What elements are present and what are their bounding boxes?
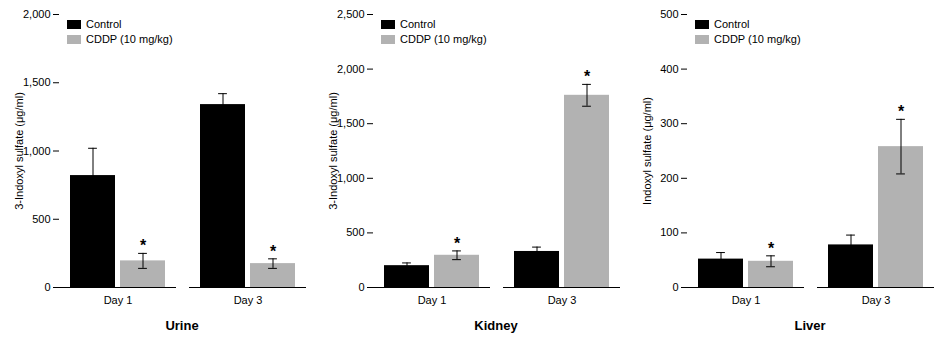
svg-text:0: 0: [358, 281, 364, 293]
svg-text:*: *: [768, 240, 775, 257]
svg-text:0: 0: [672, 281, 678, 293]
html-text:Control: Control: [714, 18, 750, 30]
svg-text:0: 0: [44, 281, 50, 293]
html-text:Control: Control: [400, 18, 436, 30]
svg-text:*: *: [270, 243, 277, 260]
svg-text:500: 500: [346, 226, 364, 238]
svg-text:Day 3: Day 3: [862, 294, 891, 306]
svg-text:Day 1: Day 1: [418, 294, 447, 306]
svg-text:Day 1: Day 1: [732, 294, 761, 306]
svg-text:Day 3: Day 3: [234, 294, 263, 306]
svg-text:1,500: 1,500: [23, 76, 51, 88]
html-text:CDDP (10 mg/kg): CDDP (10 mg/kg): [400, 33, 487, 45]
html-text:Kidney: Kidney: [474, 318, 518, 333]
html-text:Urine: Urine: [165, 318, 199, 333]
svg-text:400: 400: [660, 63, 678, 75]
svg-text:1,000: 1,000: [23, 145, 51, 157]
svg-text:100: 100: [660, 226, 678, 238]
html-text:Control: Control: [86, 18, 122, 30]
svg-text:*: *: [140, 237, 147, 254]
svg-text:3-Indoxyl sulfate (μg/ml): 3-Indoxyl sulfate (μg/ml): [13, 92, 25, 210]
svg-text:500: 500: [660, 8, 678, 20]
html-text:CDDP (10 mg/kg): CDDP (10 mg/kg): [714, 33, 801, 45]
svg-text:2,000: 2,000: [337, 63, 365, 75]
svg-text:Day 1: Day 1: [104, 294, 133, 306]
svg-text:3-Indoxyl sulfate (μg/ml): 3-Indoxyl sulfate (μg/ml): [327, 92, 339, 210]
svg-text:1,000: 1,000: [337, 172, 365, 184]
svg-text:Indoxyl sulfate (μg/ml): Indoxyl sulfate (μg/ml): [641, 97, 653, 205]
svg-text:*: *: [454, 235, 461, 252]
svg-text:200: 200: [660, 172, 678, 184]
html-text:CDDP (10 mg/kg): CDDP (10 mg/kg): [86, 33, 173, 45]
svg-text:1,500: 1,500: [337, 117, 365, 129]
svg-text:*: *: [584, 68, 591, 85]
svg-text:*: *: [898, 103, 905, 120]
svg-text:300: 300: [660, 117, 678, 129]
svg-text:2,500: 2,500: [337, 8, 365, 20]
svg-text:2,000: 2,000: [23, 8, 51, 20]
html-text:Liver: Liver: [794, 318, 826, 333]
svg-text:500: 500: [32, 213, 50, 225]
svg-text:Day 3: Day 3: [548, 294, 577, 306]
